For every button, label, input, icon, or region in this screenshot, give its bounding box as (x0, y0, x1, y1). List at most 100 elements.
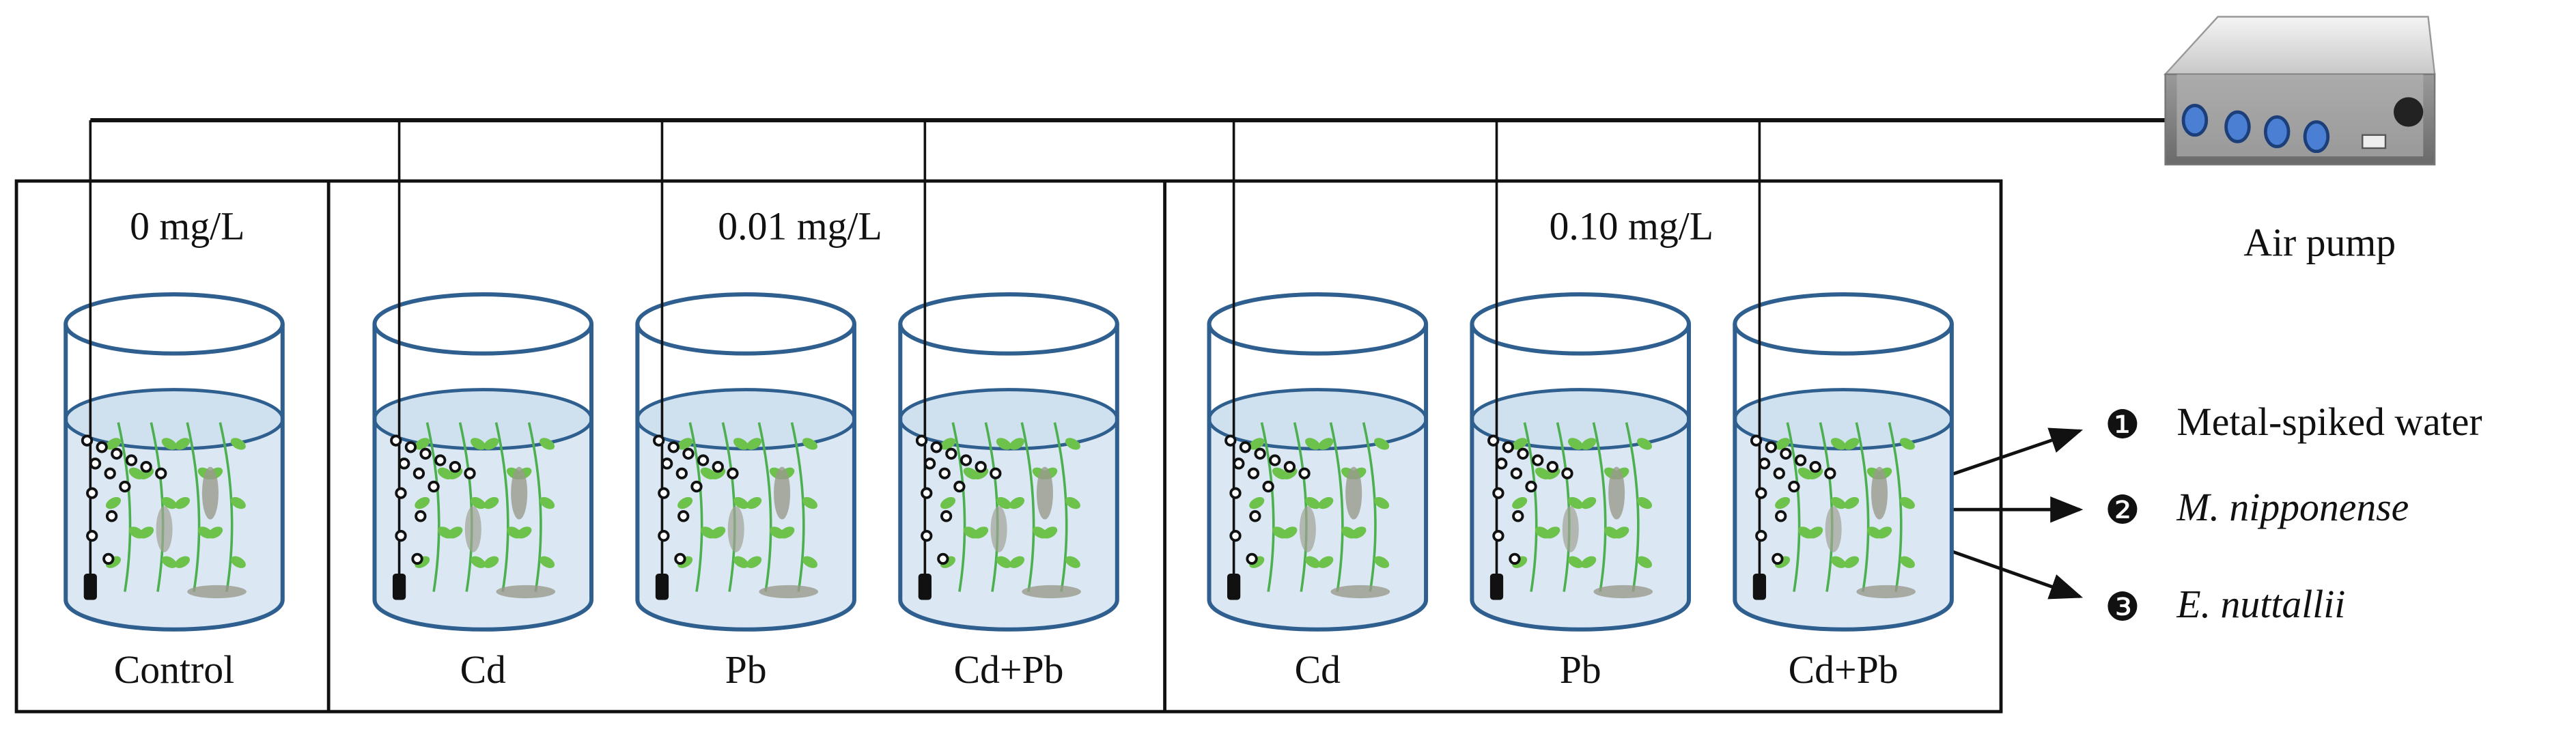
legend-label: E. nuttallii (2176, 583, 2345, 626)
plant-stem (1260, 422, 1275, 592)
bubble (1775, 510, 1787, 522)
plant-leaf (1249, 438, 1265, 450)
plant-leaf (1374, 438, 1390, 450)
shrimp (990, 506, 1007, 552)
shrimp (759, 585, 818, 599)
bubble (105, 510, 118, 522)
bubble (697, 454, 710, 466)
bubble (1496, 458, 1508, 470)
bubble (1487, 434, 1500, 447)
plant-leaf (484, 556, 499, 568)
air-stone (1752, 574, 1767, 600)
plant-leaf (1282, 527, 1298, 539)
beaker-body (1207, 324, 1429, 632)
plant-leaf (1318, 496, 1334, 509)
bubble (921, 487, 933, 499)
bubble (1773, 467, 1785, 479)
bubble (1239, 441, 1252, 453)
plant-leaf (540, 496, 555, 509)
beaker: Cd (1207, 120, 1429, 692)
bubble (140, 460, 152, 473)
plant-leaf (1877, 527, 1892, 539)
beaker-label: Cd (1295, 649, 1341, 692)
plant-leaf (1581, 496, 1597, 509)
bubble (1758, 458, 1771, 470)
plant-leaf (471, 556, 486, 568)
shrimp (1036, 466, 1053, 520)
plant-leaf (1305, 556, 1321, 568)
shrimp (1345, 466, 1362, 520)
plant-leaf (746, 496, 762, 509)
beaker-body (898, 324, 1119, 632)
plant-leaf (1581, 556, 1597, 568)
shrimp (156, 506, 173, 552)
plant-leaf (208, 527, 223, 539)
bubble (1246, 552, 1258, 565)
bubble (1750, 434, 1763, 447)
plant-stem (688, 422, 703, 592)
group-label: 0.10 mg/L (1550, 205, 1714, 248)
plant-leaf (996, 438, 1011, 450)
beaker: Control (64, 120, 285, 692)
bubble (712, 460, 724, 473)
plant-leaf (1009, 438, 1025, 450)
bubble (1561, 467, 1573, 479)
bubble (1269, 454, 1281, 466)
water-surface (1470, 388, 1691, 451)
bubble (1229, 487, 1242, 499)
shrimp (496, 585, 556, 599)
bubble (111, 447, 123, 460)
bubble (652, 434, 665, 447)
plant-leaf (139, 527, 154, 539)
shrimp (1299, 506, 1316, 552)
bubble (86, 530, 98, 542)
plant-stem (1786, 422, 1801, 592)
bubble (675, 467, 688, 479)
bubble (434, 454, 447, 466)
plant-leaf (1899, 496, 1915, 509)
plant-leaf (1009, 496, 1025, 509)
plant-leaf (973, 527, 989, 539)
bubble (1509, 552, 1521, 565)
bubble (1546, 460, 1558, 473)
shrimp (511, 466, 528, 520)
pump-label: Air pump (2243, 222, 2396, 265)
plant-leaf (484, 438, 499, 450)
bubble (1794, 454, 1807, 466)
bubble (89, 458, 102, 470)
plant-leaf (1567, 438, 1584, 450)
bubble (1298, 467, 1311, 479)
plant-leaf (1830, 556, 1846, 568)
plant-stem (527, 422, 542, 592)
beaker-rim (64, 292, 285, 356)
group-label: 0 mg/L (130, 205, 244, 248)
shrimp (1825, 506, 1842, 552)
plant-stem (186, 422, 201, 592)
bubble (658, 487, 670, 499)
beaker-label: Cd+Pb (954, 649, 1064, 692)
plant-leaf (802, 438, 817, 450)
plant-leaf (415, 496, 430, 509)
plant-stem (1362, 422, 1377, 592)
bubble (1780, 447, 1792, 460)
plant-leaf (1808, 527, 1823, 539)
bubble (395, 487, 407, 499)
plant (1775, 422, 1915, 592)
plant-stem (117, 422, 132, 592)
legend-number: ❷ (2105, 490, 2140, 533)
plant-leaf (940, 438, 956, 450)
shrimp (727, 506, 744, 552)
shrimp (464, 506, 481, 552)
plant-leaf (1065, 496, 1080, 509)
shrimp (1562, 506, 1579, 552)
beaker-label: Pb (725, 649, 767, 692)
shrimp (1871, 466, 1888, 520)
plant-leaf (746, 556, 762, 568)
shrimp (201, 466, 219, 520)
plant-leaf (1009, 556, 1025, 568)
bubble (104, 467, 116, 479)
plant-stem (757, 422, 772, 592)
beaker: Cd+Pb (898, 120, 1119, 692)
